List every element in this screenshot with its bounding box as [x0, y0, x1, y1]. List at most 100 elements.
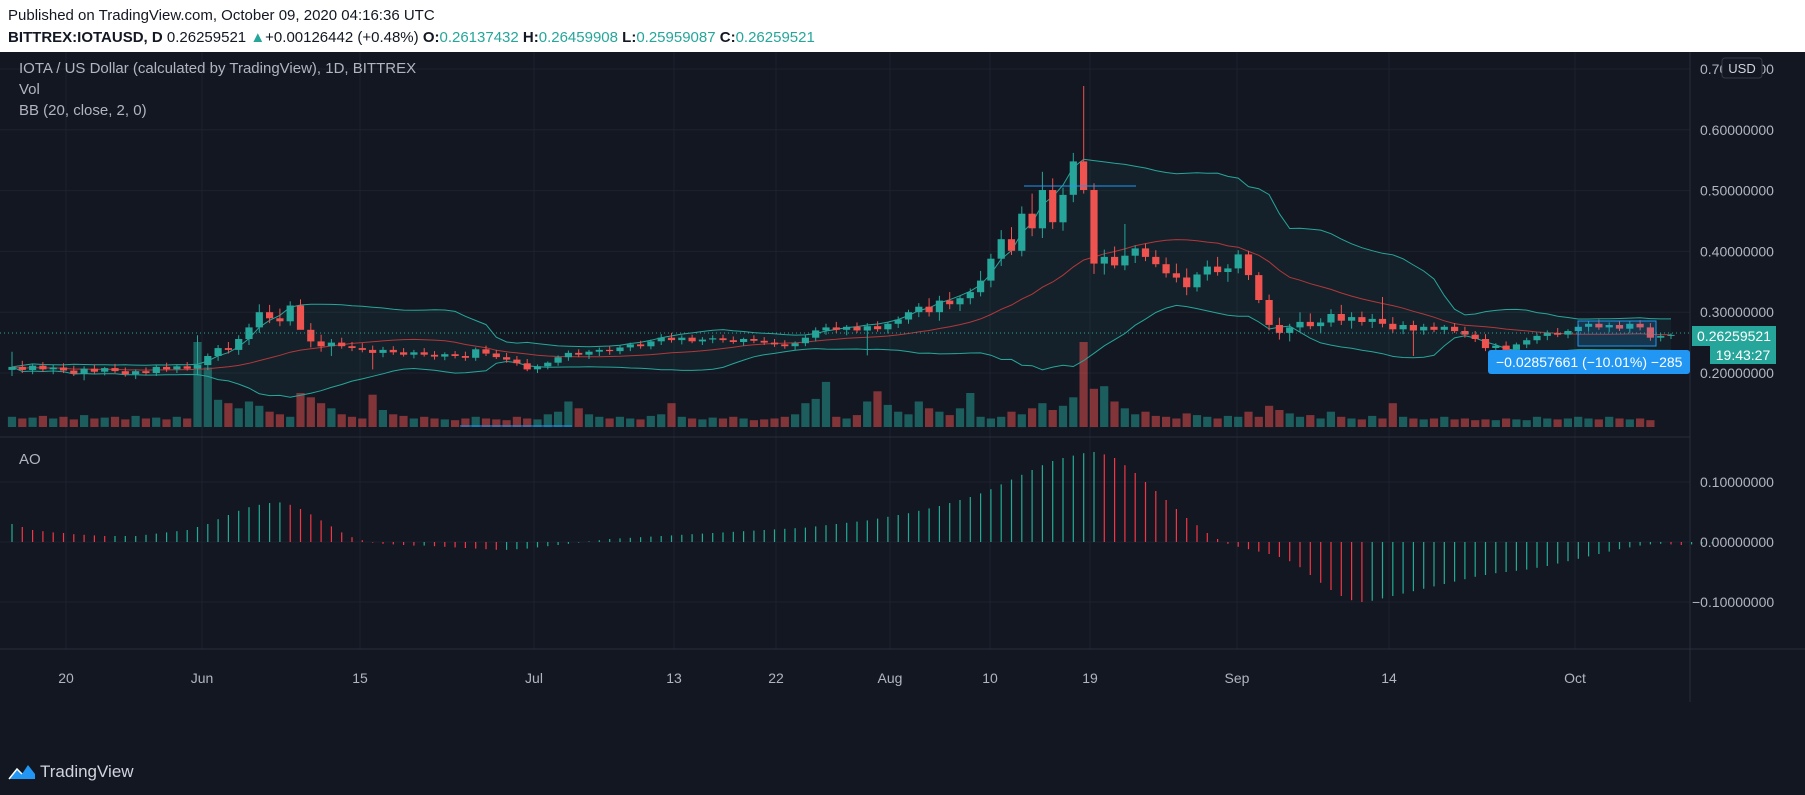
candle[interactable]	[1481, 334, 1490, 352]
candle[interactable]	[915, 303, 923, 318]
candle[interactable]	[410, 349, 418, 359]
candle[interactable]	[1080, 86, 1088, 194]
candle[interactable]	[1193, 272, 1201, 292]
candle[interactable]	[1018, 206, 1026, 257]
candle[interactable]	[637, 340, 645, 349]
candle[interactable]	[812, 327, 820, 342]
candle[interactable]	[1265, 294, 1273, 331]
candle[interactable]	[430, 351, 439, 360]
candle[interactable]	[688, 334, 696, 344]
candle[interactable]	[1152, 250, 1160, 268]
candle[interactable]	[338, 337, 346, 349]
candle[interactable]	[317, 334, 325, 352]
candle[interactable]	[1337, 304, 1345, 325]
candle[interactable]	[235, 335, 243, 355]
candle[interactable]	[327, 339, 335, 356]
candle[interactable]	[667, 332, 676, 343]
candle[interactable]	[698, 337, 706, 345]
candle[interactable]	[925, 298, 933, 317]
candle[interactable]	[554, 355, 562, 366]
candle[interactable]	[1162, 257, 1170, 278]
candle[interactable]	[400, 348, 408, 357]
candle[interactable]	[1554, 328, 1562, 338]
candle[interactable]	[111, 363, 119, 373]
candle[interactable]	[1636, 320, 1644, 331]
candle[interactable]	[1378, 297, 1387, 328]
candle[interactable]	[39, 362, 47, 372]
candle[interactable]	[863, 323, 871, 356]
candle[interactable]	[1224, 264, 1232, 282]
candle[interactable]	[420, 348, 428, 357]
candle[interactable]	[575, 349, 583, 358]
candle[interactable]	[255, 304, 263, 333]
candle[interactable]	[389, 346, 397, 355]
candle[interactable]	[1657, 333, 1665, 342]
candle[interactable]	[224, 342, 232, 354]
candle[interactable]	[492, 349, 500, 359]
candle[interactable]	[750, 335, 758, 344]
candle[interactable]	[59, 363, 68, 373]
candle[interactable]	[1028, 193, 1036, 237]
candle[interactable]	[1141, 243, 1150, 262]
candle[interactable]	[781, 340, 789, 349]
candle[interactable]	[482, 345, 490, 356]
candle[interactable]	[595, 347, 603, 357]
ao-scale[interactable]: 0.10000000 0.00000000 −0.10000000	[1692, 474, 1774, 610]
price-scale[interactable]: 0.700000000.600000000.500000000.40000000…	[1700, 61, 1774, 381]
candle[interactable]	[214, 345, 222, 361]
candle[interactable]	[29, 363, 37, 375]
candle[interactable]	[121, 367, 129, 377]
candle[interactable]	[276, 308, 284, 327]
candle[interactable]	[193, 335, 202, 376]
candle[interactable]	[606, 346, 614, 355]
candle[interactable]	[358, 343, 366, 353]
candle[interactable]	[132, 369, 140, 380]
candle[interactable]	[90, 364, 98, 374]
candle[interactable]	[204, 353, 212, 371]
candle[interactable]	[1234, 250, 1242, 274]
candle[interactable]	[1646, 323, 1654, 341]
candle[interactable]	[564, 350, 572, 361]
candle[interactable]	[1389, 317, 1397, 333]
candle[interactable]	[1615, 320, 1624, 331]
candle[interactable]	[1275, 317, 1283, 340]
candle[interactable]	[461, 351, 469, 361]
candle[interactable]	[1523, 337, 1531, 349]
candle[interactable]	[1100, 249, 1108, 275]
candle[interactable]	[1430, 322, 1438, 333]
candle[interactable]	[183, 362, 191, 371]
candle[interactable]	[760, 337, 768, 345]
candle[interactable]	[740, 337, 748, 346]
candle[interactable]	[585, 349, 593, 359]
candle[interactable]	[956, 295, 964, 311]
candle[interactable]	[904, 309, 913, 324]
candle[interactable]	[1121, 224, 1129, 271]
candle[interactable]	[1451, 323, 1459, 333]
candle[interactable]	[1131, 245, 1139, 263]
candle[interactable]	[472, 347, 480, 361]
candle[interactable]	[266, 304, 274, 324]
candle[interactable]	[296, 299, 305, 330]
candle[interactable]	[987, 253, 995, 288]
candle[interactable]	[1420, 323, 1428, 335]
candle[interactable]	[152, 365, 160, 376]
candle[interactable]	[1471, 331, 1479, 342]
candle[interactable]	[946, 292, 954, 310]
candle[interactable]	[101, 366, 109, 376]
candle[interactable]	[1255, 272, 1263, 304]
candle[interactable]	[1172, 263, 1180, 283]
candle[interactable]	[874, 321, 882, 332]
candle[interactable]	[8, 351, 16, 376]
candle[interactable]	[1069, 152, 1077, 203]
candle[interactable]	[1296, 312, 1304, 333]
candle[interactable]	[1543, 330, 1551, 341]
candle[interactable]	[1667, 333, 1675, 340]
candle[interactable]	[49, 364, 57, 375]
candle[interactable]	[1183, 268, 1191, 296]
candle[interactable]	[142, 367, 150, 375]
candle[interactable]	[307, 323, 315, 348]
candle[interactable]	[719, 334, 727, 343]
candle[interactable]	[678, 335, 686, 345]
volume-legend[interactable]: Vol	[19, 81, 40, 98]
candle[interactable]	[966, 288, 974, 305]
